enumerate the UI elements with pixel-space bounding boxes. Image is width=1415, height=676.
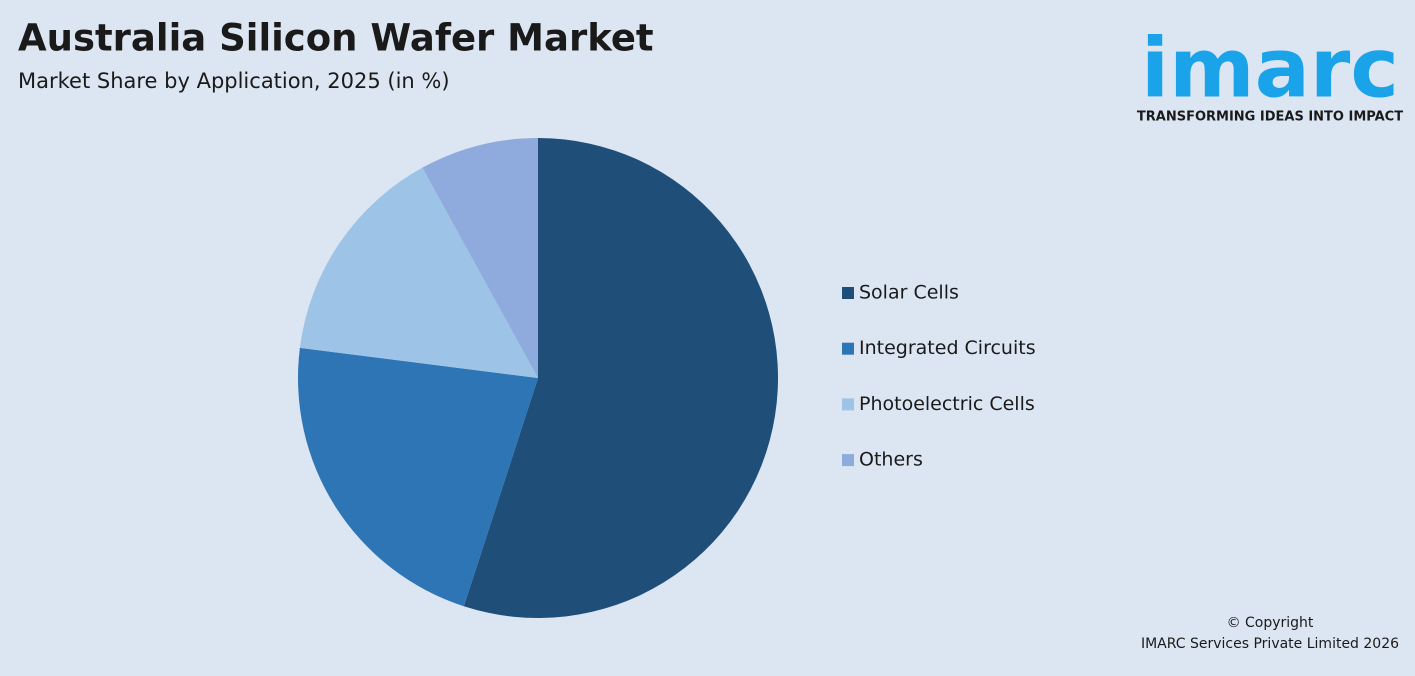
chart-subtitle: Market Share by Application, 2025 (in %)	[18, 69, 450, 93]
legend-label: Solar Cells	[859, 282, 959, 304]
legend-label: Photoelectric Cells	[859, 393, 1035, 415]
legend-label: Others	[859, 449, 923, 471]
legend-swatch	[842, 454, 854, 467]
pie-slice	[299, 167, 538, 378]
logo-tagline: TRANSFORMING IDEAS INTO IMPACT	[1137, 110, 1403, 125]
copyright: © Copyright	[1227, 615, 1314, 631]
legend-swatch	[842, 287, 854, 299]
copyright-owner: IMARC Services Private Limited 2026	[1141, 636, 1399, 652]
legend-label: Integrated Circuits	[859, 337, 1036, 359]
logo-name: imarc	[1141, 21, 1399, 116]
chart-title: Australia Silicon Wafer Market	[18, 17, 654, 60]
legend-swatch	[842, 398, 854, 411]
pie-slice	[422, 138, 538, 378]
pie-slice	[298, 347, 538, 607]
pie-slice	[463, 138, 778, 618]
legend-swatch	[842, 342, 854, 355]
